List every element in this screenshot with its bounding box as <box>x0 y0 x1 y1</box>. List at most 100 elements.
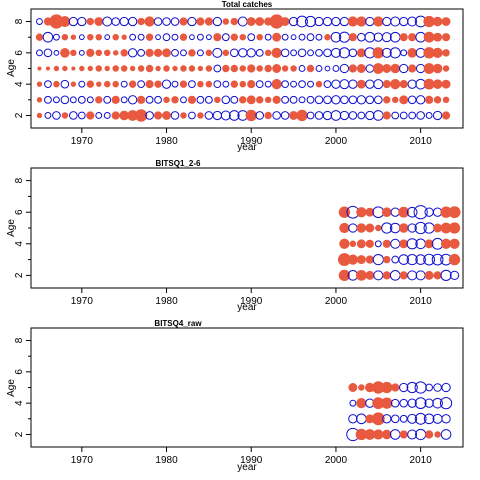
residual-bubble <box>137 80 146 89</box>
residual-bubble <box>425 95 434 104</box>
residual-bubble <box>103 112 111 119</box>
residual-bubble <box>297 48 307 58</box>
residual-bubble <box>381 429 392 440</box>
residual-bubble <box>442 49 450 57</box>
residual-bubble <box>145 48 154 57</box>
residual-bubble <box>255 48 264 57</box>
residual-bubble <box>237 16 248 27</box>
residual-bubble <box>68 16 79 27</box>
panel-title: Total catches <box>222 0 273 9</box>
residual-bubble <box>391 111 400 120</box>
residual-bubble <box>296 109 308 122</box>
residual-bubble <box>407 95 417 105</box>
panel-bitsq1: BITSQ1_2-6 year Age 1970 1980 1990 2000 2010… <box>6 159 464 313</box>
y-axis-label: Age <box>6 379 17 397</box>
residual-bubble <box>298 65 306 72</box>
residual-bubble <box>86 17 94 26</box>
plot-frame <box>30 167 464 289</box>
residual-bubble <box>204 111 214 120</box>
residual-bubble <box>256 65 263 72</box>
residual-bubble <box>222 49 230 57</box>
residual-bubble <box>407 429 418 440</box>
residual-bubble <box>349 240 357 248</box>
residual-bubble <box>432 63 443 74</box>
residual-bubble <box>222 18 230 25</box>
residual-bubble <box>204 17 213 26</box>
y-tick-label: 2 <box>14 112 25 118</box>
residual-bubble <box>314 95 324 105</box>
residual-bubble <box>281 80 290 89</box>
residual-bubble <box>306 95 315 104</box>
residual-bubble <box>264 49 272 57</box>
residual-bubble <box>306 33 315 42</box>
residual-bubble <box>36 81 43 87</box>
residual-bubble <box>288 16 299 27</box>
residual-bubble <box>339 63 350 74</box>
residual-bubble <box>290 49 298 57</box>
residual-bubble <box>87 65 93 72</box>
residual-bubble <box>399 95 409 105</box>
residual-bubble <box>382 80 391 89</box>
residual-bubble <box>323 95 332 105</box>
residual-bubble <box>120 96 128 104</box>
y-tick-label: 4 <box>14 241 25 247</box>
residual-bubble <box>442 96 450 104</box>
residual-bubble <box>179 33 188 41</box>
residual-bubble <box>441 33 451 42</box>
residual-bubble <box>413 205 428 220</box>
residual-bubble <box>78 34 85 41</box>
residual-bubble <box>196 49 204 57</box>
residual-bubble <box>390 79 401 90</box>
residual-bubble <box>390 398 400 408</box>
residual-bubble <box>60 95 70 105</box>
residual-bubble <box>61 112 69 119</box>
residual-bubble <box>71 66 76 71</box>
residual-bubble <box>423 413 435 425</box>
residual-bubble <box>197 65 204 72</box>
residual-bubble <box>391 383 400 392</box>
x-tick-label: 1970 <box>71 296 94 307</box>
residual-bubble <box>381 222 393 234</box>
residual-bubble <box>189 34 195 41</box>
y-tick-label: 2 <box>14 431 25 437</box>
residual-bubble <box>399 271 408 280</box>
y-tick-label: 2 <box>14 272 25 278</box>
residual-bubble <box>171 96 179 104</box>
y-tick-label: 6 <box>14 50 25 56</box>
residual-bubble <box>332 65 340 72</box>
residual-bubble <box>230 80 238 88</box>
residual-bubble <box>441 414 451 424</box>
residual-bubble <box>389 31 401 43</box>
residual-bubble <box>137 17 145 26</box>
residual-bubble <box>391 96 399 104</box>
residual-bubble <box>433 96 442 104</box>
residual-bubble <box>155 34 161 41</box>
residual-bubble <box>127 95 138 105</box>
residual-bubble <box>154 80 162 88</box>
residual-bubble <box>306 111 315 120</box>
residual-bubble <box>330 110 342 121</box>
residual-bubble <box>95 49 103 57</box>
residual-bubble <box>45 66 50 71</box>
residual-bubble <box>95 112 103 119</box>
residual-bubble <box>239 65 247 72</box>
residual-bubble <box>406 238 418 250</box>
residual-bubble <box>137 95 146 104</box>
residual-bubble <box>222 80 230 88</box>
x-tick-label: 1990 <box>240 296 263 307</box>
residual-bubble <box>424 239 434 249</box>
residual-bubble <box>372 253 384 266</box>
residual-bubble <box>280 17 290 26</box>
residual-bubble <box>53 49 60 56</box>
x-tick-label: 1980 <box>155 296 178 307</box>
residual-bubble <box>180 49 187 57</box>
residual-bubble <box>432 413 443 424</box>
residual-bubble <box>441 382 451 393</box>
residual-bubble <box>70 34 77 40</box>
residual-bubble <box>256 33 263 41</box>
residual-bubble <box>356 207 367 218</box>
residual-bubble <box>371 412 385 426</box>
residual-bubble <box>348 111 358 120</box>
residual-bubble <box>102 16 113 27</box>
x-tick-label: 1980 <box>155 455 178 466</box>
